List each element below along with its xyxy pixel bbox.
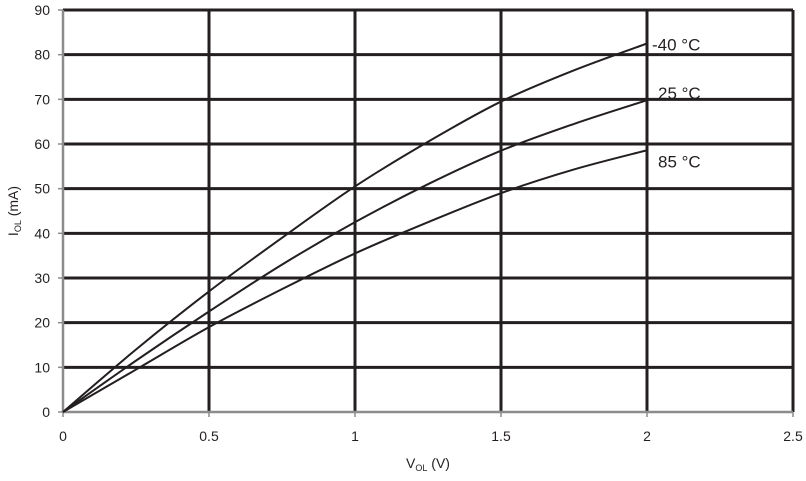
x-axis-label-unit: (V): [427, 455, 450, 471]
y-tick-label: 10: [34, 359, 50, 375]
y-tick-label: 20: [34, 315, 50, 331]
series-line: [62, 149, 648, 413]
series-group: -40 °C 25 °C 85 °C: [62, 36, 701, 413]
series-line: [62, 42, 648, 413]
x-axis-label: VOL (V): [406, 455, 450, 473]
x-tick-label: 0.5: [199, 428, 219, 444]
series-label: -40 °C: [652, 36, 700, 55]
tick-labels: 0 10 20 30 40 50 60 70 80 90 0 0.5 1 1.5 2 2.5: [34, 2, 803, 444]
x-tick-label: 2.5: [783, 428, 803, 444]
y-tick-label: 40: [34, 225, 50, 241]
x-tick-label: 1: [351, 428, 359, 444]
y-axis-label-sub: OL: [13, 220, 23, 232]
y-axis-label-main: I: [5, 232, 21, 236]
y-tick-label: 80: [34, 47, 50, 63]
y-tick-label: 70: [34, 91, 50, 107]
axes: [58, 9, 794, 417]
y-tick-label: 90: [34, 2, 50, 18]
grid: [63, 8, 795, 412]
y-tick-label: 30: [34, 270, 50, 286]
y-axis-label-unit: (mA): [5, 186, 21, 220]
x-tick-label: 0: [59, 428, 67, 444]
x-axis-label-sub: OL: [415, 463, 427, 473]
series-label: 25 °C: [658, 84, 701, 103]
series-line: [62, 99, 648, 413]
y-axis-label: IOL (mA): [5, 186, 23, 236]
y-tick-label: 0: [42, 404, 50, 420]
series-label: 85 °C: [658, 152, 701, 171]
x-tick-label: 2: [643, 428, 651, 444]
x-tick-label: 1.5: [491, 428, 511, 444]
y-tick-label: 50: [34, 181, 50, 197]
x-axis-label-main: V: [406, 455, 416, 471]
y-tick-label: 60: [34, 136, 50, 152]
